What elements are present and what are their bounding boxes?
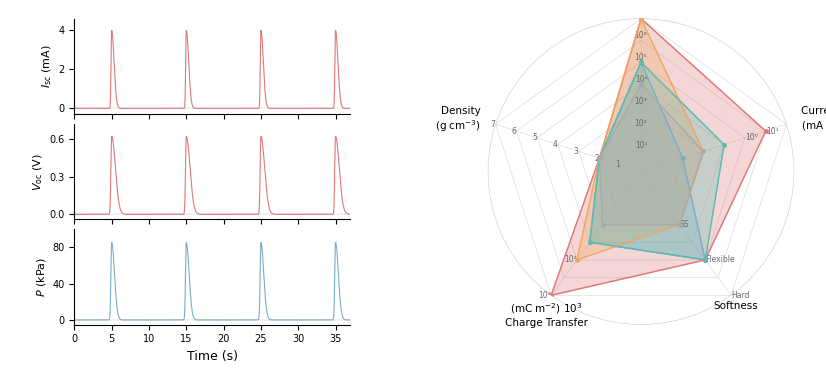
- Text: 10³: 10³: [539, 291, 551, 300]
- Text: Softness: Softness: [713, 301, 757, 311]
- Polygon shape: [600, 84, 704, 225]
- Text: Hard: Hard: [731, 291, 749, 300]
- Text: 10²: 10²: [564, 256, 577, 264]
- Text: 10⁴: 10⁴: [634, 75, 648, 84]
- Text: 10⁶: 10⁶: [634, 31, 648, 41]
- Text: (mC m$^{-2}$) 10$^3$
Charge Transfer: (mC m$^{-2}$) 10$^3$ Charge Transfer: [506, 301, 588, 328]
- Text: 10⁵: 10⁵: [634, 53, 648, 62]
- Y-axis label: $V_{\rm oc}$ (V): $V_{\rm oc}$ (V): [31, 153, 45, 191]
- Y-axis label: $P$ (kPa): $P$ (kPa): [36, 257, 48, 297]
- Text: 10²: 10²: [634, 119, 648, 128]
- Text: 7: 7: [491, 120, 496, 129]
- Polygon shape: [551, 19, 766, 295]
- Text: 10⁰: 10⁰: [745, 133, 757, 142]
- Text: 2: 2: [595, 154, 600, 163]
- Text: Density
(g cm$^{-3}$): Density (g cm$^{-3}$): [435, 106, 481, 134]
- Text: Flexible: Flexible: [705, 256, 735, 264]
- Polygon shape: [577, 19, 704, 260]
- Text: Current Density
(mA cm$^{-2}$): Current Density (mA cm$^{-2}$): [801, 106, 826, 133]
- Polygon shape: [590, 62, 705, 260]
- Text: 6: 6: [511, 126, 516, 135]
- Text: SS: SS: [680, 220, 689, 229]
- Text: 10¹: 10¹: [634, 141, 648, 150]
- X-axis label: Time (s): Time (s): [187, 350, 238, 363]
- Text: 4: 4: [553, 140, 558, 149]
- Polygon shape: [590, 62, 724, 260]
- Text: 10¹: 10¹: [766, 126, 778, 135]
- Text: 1: 1: [615, 160, 620, 169]
- Y-axis label: $I_{\rm sc}$ (mA): $I_{\rm sc}$ (mA): [40, 45, 55, 88]
- Text: 5: 5: [532, 133, 537, 142]
- Text: 10³: 10³: [634, 97, 648, 106]
- Text: 3: 3: [574, 147, 579, 156]
